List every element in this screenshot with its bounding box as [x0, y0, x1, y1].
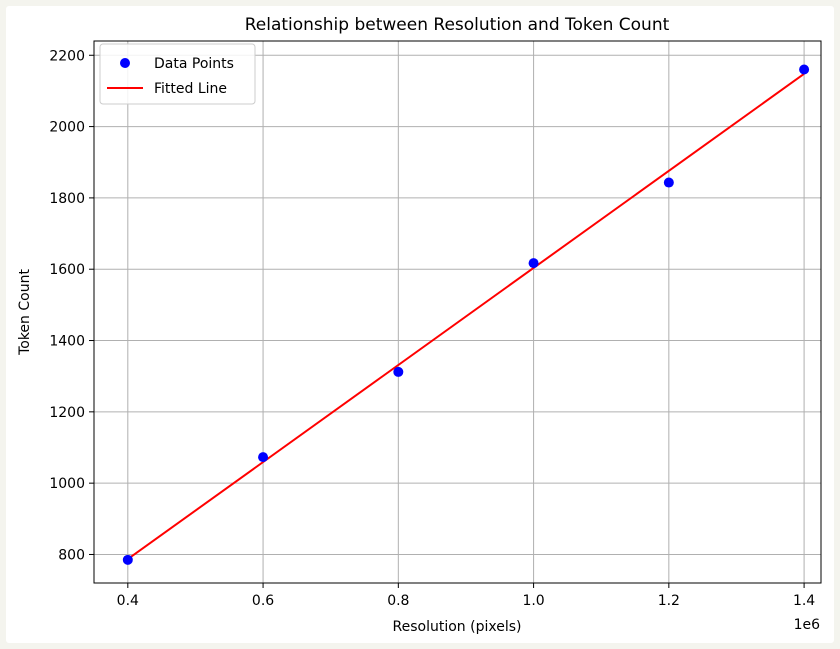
x-tick-label: 1.4 — [793, 593, 815, 609]
chart-title: Relationship between Resolution and Toke… — [245, 15, 670, 35]
x-axis-scale-offset: 1e6 — [794, 617, 821, 633]
y-tick-label: 2200 — [49, 48, 85, 64]
data-points-layer — [122, 64, 810, 565]
fitted-line — [127, 72, 805, 560]
data-point — [799, 64, 810, 75]
data-point — [663, 177, 674, 188]
fitted-line-layer — [127, 72, 805, 560]
y-tick-label: 1000 — [49, 476, 85, 492]
x-tick-label: 1.0 — [522, 593, 544, 609]
chart-frame — [6, 6, 834, 643]
legend: Data Points Fitted Line — [99, 43, 256, 105]
legend-label-data-points: Data Points — [154, 56, 234, 72]
legend-scatter-marker — [120, 58, 130, 68]
data-point — [393, 366, 404, 377]
y-tick-label: 1800 — [49, 191, 85, 207]
y-tick-label: 1400 — [49, 334, 85, 350]
x-tick-label: 0.4 — [117, 593, 139, 609]
y-tick-label: 2000 — [49, 120, 85, 136]
x-tick-label: 1.2 — [658, 593, 680, 609]
y-tick-label: 800 — [58, 547, 85, 563]
data-point — [122, 554, 133, 565]
y-tick-label: 1600 — [49, 262, 85, 278]
x-tick-label: 0.8 — [387, 593, 409, 609]
y-axis-title: Token Count — [17, 269, 33, 356]
x-axis-title: Resolution (pixels) — [393, 619, 522, 635]
grid-lines — [94, 41, 821, 583]
y-axis-ticks: 800 1000 1200 1400 1600 1800 2000 2200 — [49, 48, 94, 563]
plot-area-border — [93, 40, 822, 584]
data-point — [528, 258, 539, 269]
x-tick-label: 0.6 — [252, 593, 274, 609]
x-axis-ticks: 0.4 0.6 0.8 1.0 1.2 1.4 — [117, 583, 815, 609]
legend-label-fitted-line: Fitted Line — [154, 81, 227, 97]
y-tick-label: 1200 — [49, 405, 85, 421]
data-point — [258, 452, 269, 463]
